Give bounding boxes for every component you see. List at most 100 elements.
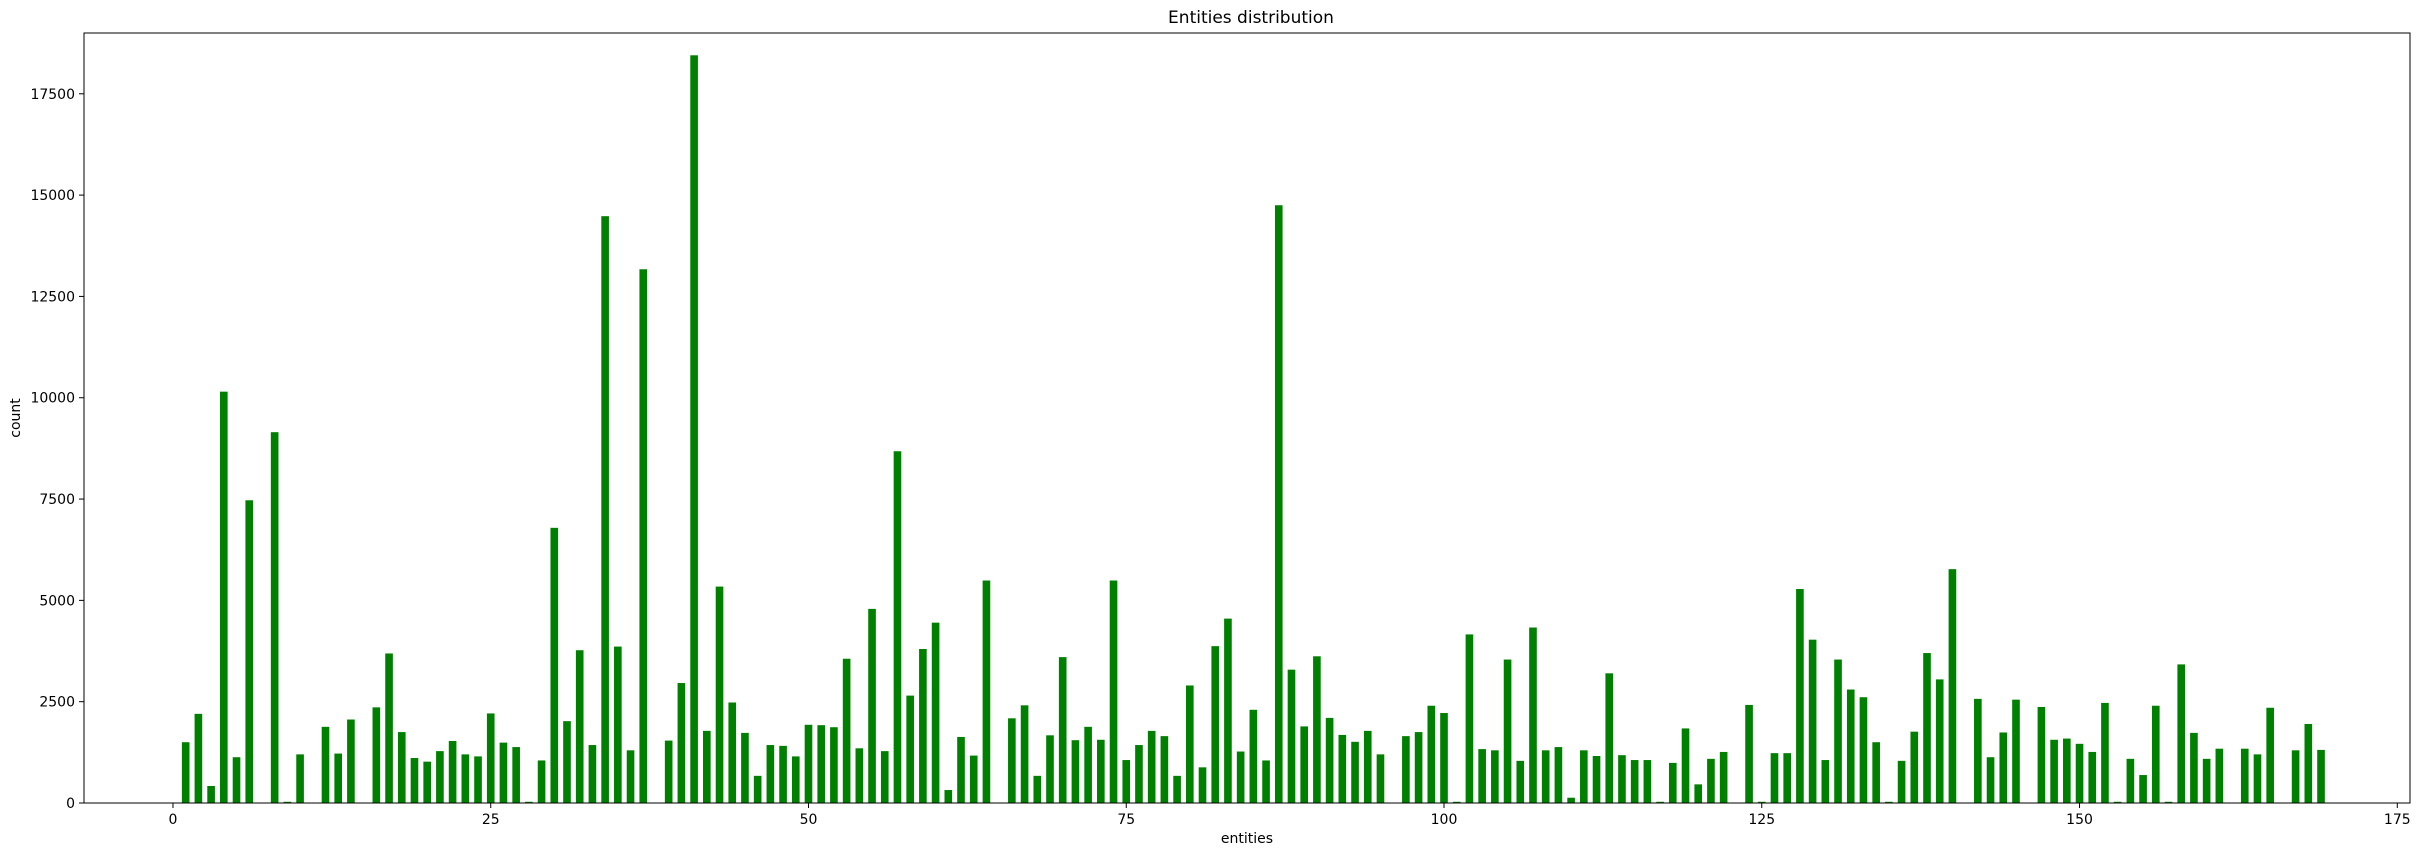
bars-layer <box>181 55 2325 804</box>
bar <box>2266 707 2274 803</box>
bar <box>1529 627 1537 803</box>
bar <box>2012 699 2020 803</box>
bar <box>1707 758 1715 803</box>
bar <box>741 732 749 803</box>
bar <box>461 754 470 803</box>
y-axis: 0 2500 5000 7500 10000 12500 15000 17500 <box>30 87 84 812</box>
bar <box>1198 767 1207 803</box>
bar <box>1986 757 1995 803</box>
bar <box>283 801 292 803</box>
bar <box>1249 709 1258 803</box>
bar <box>1503 659 1512 803</box>
x-axis: 0 25 50 75 100 125 150 175 <box>169 803 2411 828</box>
bar <box>1262 760 1270 803</box>
y-tick-label: 5000 <box>39 593 75 609</box>
bar <box>1414 732 1423 803</box>
bar <box>525 801 533 803</box>
bar <box>2202 758 2211 803</box>
bar <box>1478 749 1486 803</box>
bar <box>1008 718 1016 803</box>
chart-title: Entities distribution <box>1168 8 1334 28</box>
bar <box>372 707 381 803</box>
bar <box>1313 656 1321 803</box>
bar <box>614 646 622 803</box>
bar <box>1058 657 1067 803</box>
bar <box>1656 801 1664 803</box>
bar <box>1122 760 1131 803</box>
bar <box>639 269 648 803</box>
x-tick-label: 100 <box>1431 812 1458 828</box>
bar <box>868 608 876 803</box>
bar <box>1325 717 1334 803</box>
bar <box>448 740 457 803</box>
bar <box>512 747 520 803</box>
bar <box>1452 801 1461 803</box>
bar <box>232 757 241 803</box>
bar <box>957 736 965 803</box>
bar <box>906 695 914 803</box>
bar <box>2215 748 2224 803</box>
bar <box>1821 760 1830 803</box>
x-tick-label: 25 <box>482 812 500 828</box>
bar <box>1783 753 1792 803</box>
bar <box>2317 749 2325 803</box>
bar <box>1224 618 1232 803</box>
bar <box>1071 740 1080 803</box>
bar <box>804 724 813 803</box>
bar <box>703 730 711 803</box>
bar <box>2177 664 2186 803</box>
bar <box>575 650 584 803</box>
bar <box>1402 736 1410 803</box>
bar <box>1567 797 1575 803</box>
bar <box>2291 750 2300 803</box>
bar <box>1719 751 1728 803</box>
bar <box>1846 689 1855 803</box>
bar <box>194 713 203 803</box>
bar <box>1135 745 1143 803</box>
bar <box>2139 775 2147 803</box>
bar <box>296 754 304 803</box>
bar <box>1999 732 2008 803</box>
bar <box>1643 760 1652 803</box>
bar <box>2253 754 2262 803</box>
bar <box>1605 673 1614 803</box>
bar <box>2075 743 2084 803</box>
x-tick-label: 150 <box>2066 812 2093 828</box>
bar <box>1859 697 1868 803</box>
bar <box>1211 646 1220 803</box>
x-tick-label: 50 <box>800 812 818 828</box>
y-tick-label: 2500 <box>39 695 75 711</box>
bar <box>1757 801 1766 803</box>
bar <box>436 751 444 803</box>
bar <box>779 745 787 803</box>
bar <box>1046 735 1054 803</box>
y-tick-label: 7500 <box>39 492 75 508</box>
bar <box>1885 801 1893 803</box>
bar <box>1274 205 1283 804</box>
bar <box>588 745 597 803</box>
x-tick-label: 125 <box>1748 812 1775 828</box>
x-tick-label: 75 <box>1117 812 1135 828</box>
bar <box>1300 726 1309 803</box>
bar <box>766 745 775 803</box>
bar <box>1084 726 1092 803</box>
bar <box>1580 750 1588 803</box>
y-tick-label: 17500 <box>30 87 75 103</box>
bar <box>563 721 571 803</box>
y-tick-label: 10000 <box>30 391 75 407</box>
bar <box>982 580 991 803</box>
bar <box>1465 634 1474 803</box>
bar <box>1694 784 1703 803</box>
bar <box>753 775 762 803</box>
bar <box>601 216 609 803</box>
bar <box>1935 679 1944 803</box>
bar <box>677 683 686 803</box>
bar <box>245 500 254 803</box>
bar <box>207 785 215 803</box>
x-tick-label: 175 <box>2384 812 2411 828</box>
bar <box>842 658 851 803</box>
bar <box>830 727 838 803</box>
bar <box>410 758 419 803</box>
bar <box>1897 760 1906 803</box>
bar <box>1808 639 1817 803</box>
